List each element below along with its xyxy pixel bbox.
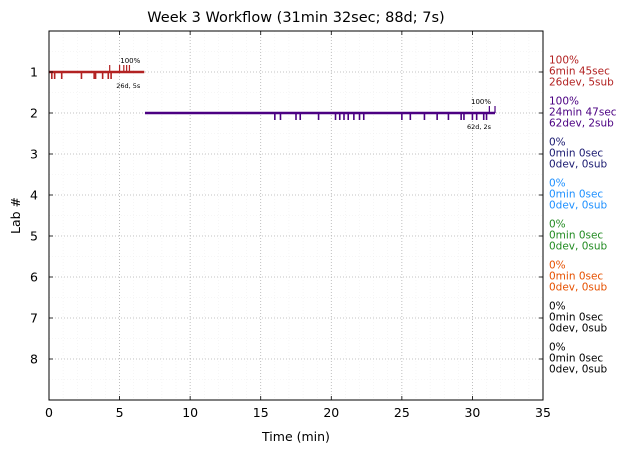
y-tick-label: 6 [30,270,38,285]
lab-2-summary-line: 24min 47sec [549,107,617,119]
lab-2-summary-line: 100% [549,96,579,108]
lab-1-summary-line: 26dev, 5sub [549,77,614,89]
grid-layer [49,31,543,400]
lab-4-summary-line: 0min 0sec [549,189,603,201]
lab-8-summary-line: 0dev, 0sub [549,364,608,376]
lab-1-summary-line: 100% [549,55,579,67]
x-tick-label: 35 [535,405,551,420]
lab-5-summary-line: 0dev, 0sub [549,241,608,253]
x-tick-label: 15 [253,405,269,420]
y-axis-label: Lab # [8,197,23,234]
y-tick-label: 3 [30,147,38,162]
lab-1-bar-sublabel: 26d, 5s [116,82,141,90]
lab-3-summary-line: 0dev, 0sub [549,159,608,171]
lab-5-summary-line: 0% [549,219,566,231]
lab-2-bar-sublabel: 62d, 2s [467,123,492,131]
lab-6-summary-line: 0min 0sec [549,271,603,283]
x-tick-label: 25 [394,405,410,420]
x-tick-label: 30 [464,405,480,420]
lab-2-summary-line: 62dev, 2sub [549,118,614,130]
lab-3-summary-line: 0% [549,137,566,149]
y-tick-label: 4 [30,188,38,203]
lab-6-summary-line: 0% [549,260,566,272]
plot-frame [48,30,544,401]
x-tick-label: 5 [116,405,124,420]
bars-layer: 100% 26d, 5s 100% 62d, 2s [49,57,496,131]
axes-layer: 0 5 10 15 20 25 30 35 1 2 3 4 5 6 7 8 [30,31,551,420]
lab-2-bar-label: 100% [471,98,491,106]
lab-4-summary-line: 0% [549,178,566,190]
lab-6-summary-line: 0dev, 0sub [549,282,608,294]
lab-4-summary-line: 0dev, 0sub [549,200,608,212]
x-tick-label: 0 [45,405,53,420]
lab-1-summary-line: 6min 45sec [549,66,610,78]
y-tick-label: 8 [30,352,38,367]
lab-3-summary-line: 0min 0sec [549,148,603,160]
y-tick-label: 2 [30,106,38,121]
lab-1-bar-label: 100% [120,57,140,65]
lab-5-summary-line: 0min 0sec [549,230,603,242]
y-tick-label: 7 [30,311,38,326]
chart-title: Week 3 Workflow (31min 32sec; 88d; 7s) [147,10,444,26]
lab-7-summary-line: 0min 0sec [549,312,603,324]
y-tick-label: 5 [30,229,38,244]
x-axis-label: Time (min) [261,429,330,444]
lab-7-summary-line: 0% [549,301,566,313]
lab-8-summary-line: 0% [549,342,566,354]
x-tick-label: 10 [182,405,198,420]
lab-7-summary-line: 0dev, 0sub [549,323,608,335]
lab-8-summary-line: 0min 0sec [549,353,603,365]
x-tick-label: 20 [323,405,339,420]
y-tick-label: 1 [30,65,38,80]
